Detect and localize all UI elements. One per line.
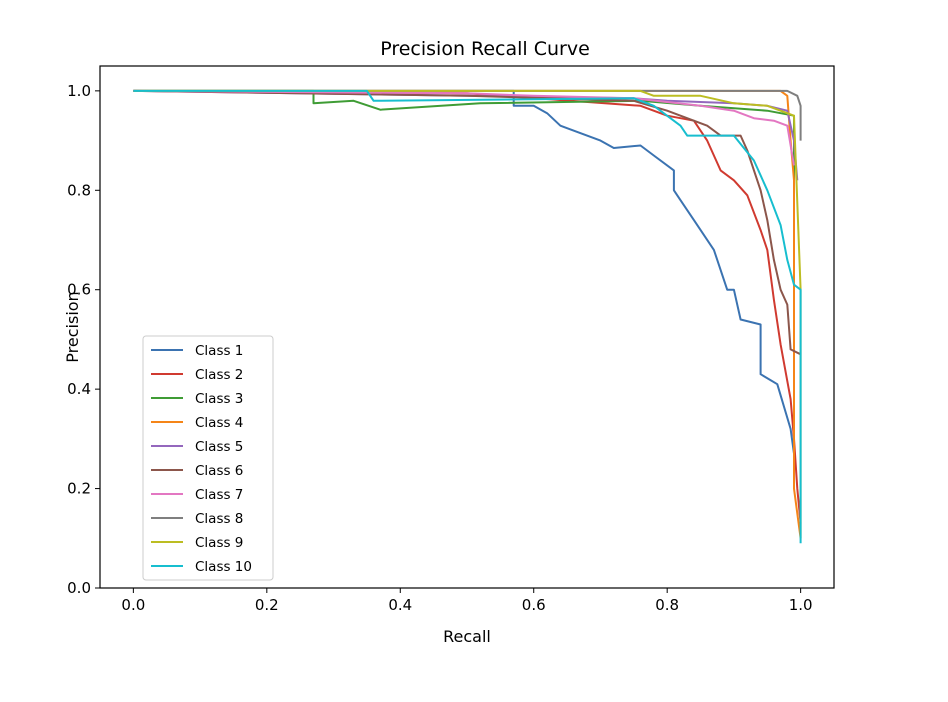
legend-label: Class 4 bbox=[195, 415, 243, 431]
legend-label: Class 1 bbox=[195, 343, 243, 359]
x-tick-label: 0.0 bbox=[121, 596, 145, 614]
legend-label: Class 3 bbox=[195, 391, 243, 407]
legend-label: Class 7 bbox=[195, 487, 243, 503]
legend-label: Class 2 bbox=[195, 367, 243, 383]
series-line-class-7 bbox=[133, 89, 795, 166]
axes-frame bbox=[99, 65, 835, 589]
x-tick-label: 0.4 bbox=[388, 596, 412, 614]
x-tick-label: 0.8 bbox=[655, 596, 679, 614]
legend: Class 1 Class 2 Class 3 Class 4 Class 5 Class… bbox=[142, 335, 274, 581]
series-line-class-10 bbox=[133, 89, 802, 544]
legend-label: Class 5 bbox=[195, 439, 243, 455]
legend-label: Class 9 bbox=[195, 535, 243, 551]
series-line-class-2 bbox=[133, 89, 802, 524]
legend-label: Class 10 bbox=[195, 559, 252, 575]
x-tick-label: 0.2 bbox=[255, 596, 279, 614]
series-line-class-3 bbox=[133, 89, 795, 181]
series-line-class-6 bbox=[133, 89, 802, 356]
y-tick-label: 0.8 bbox=[67, 181, 91, 199]
y-tick-label: 0.4 bbox=[67, 380, 91, 398]
series-line-class-8 bbox=[133, 89, 802, 141]
legend-label: Class 8 bbox=[195, 511, 243, 527]
y-tick-label: 0.2 bbox=[67, 480, 91, 498]
x-tick-label: 1.0 bbox=[789, 596, 813, 614]
y-axis-label: Precision bbox=[63, 291, 82, 362]
chart-title: Precision Recall Curve bbox=[380, 38, 590, 60]
x-axis-label: Recall bbox=[443, 627, 491, 646]
series-line-class-9 bbox=[133, 89, 802, 539]
series-line-class-1 bbox=[133, 89, 795, 454]
y-tick-label: 0.0 bbox=[67, 579, 91, 597]
ticks-layer: 0.0 0.2 0.4 0.6 0.8 1.0 0.0 0.2 0.4 0.6 0.8 1.0 bbox=[67, 82, 812, 614]
x-tick-label: 0.6 bbox=[522, 596, 546, 614]
series-layer bbox=[133, 89, 802, 544]
legend-label: Class 6 bbox=[195, 463, 243, 479]
y-tick-label: 0.6 bbox=[67, 281, 91, 299]
y-tick-label: 1.0 bbox=[67, 82, 91, 100]
